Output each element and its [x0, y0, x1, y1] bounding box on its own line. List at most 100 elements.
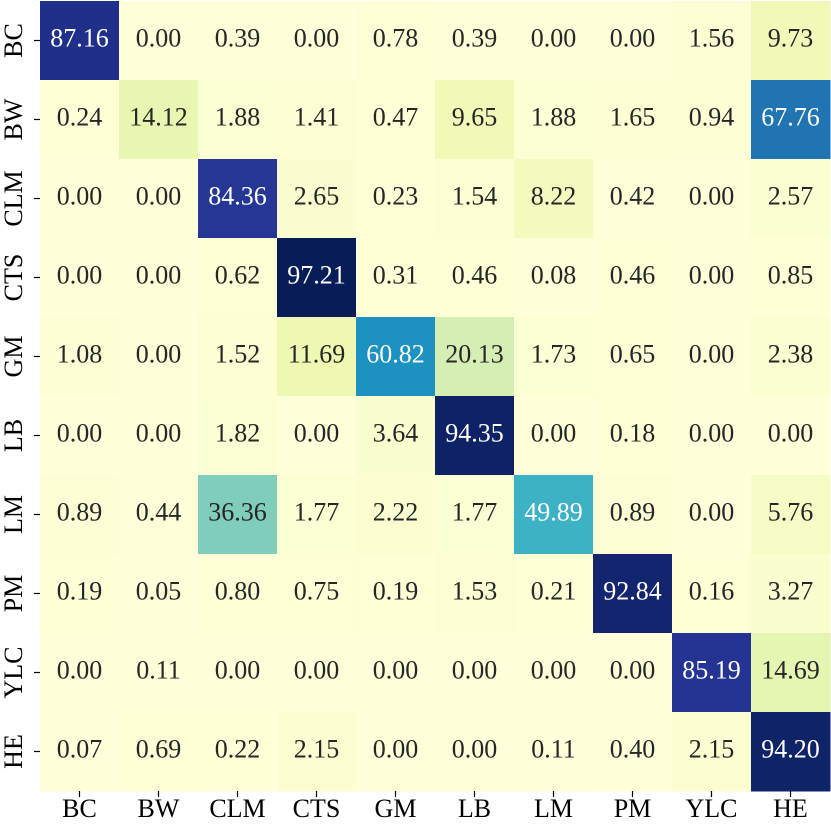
cell-label: 84.36 [208, 181, 267, 210]
cell-label: 0.00 [57, 418, 103, 447]
cell-label: 1.56 [689, 23, 735, 52]
heatmap-cell [435, 80, 515, 160]
cell-label: 0.05 [136, 576, 182, 605]
heatmap-cell [40, 396, 120, 476]
cell-label: 11.69 [288, 339, 346, 368]
cell-label: 1.88 [215, 102, 261, 131]
heatmap-cell [751, 396, 831, 476]
cell-label: 0.00 [294, 23, 340, 52]
cell-label: 1.88 [531, 102, 577, 131]
heatmap-cell [593, 80, 673, 160]
cell-label: 0.00 [136, 181, 182, 210]
heatmap-cell [514, 317, 594, 397]
cell-label: 0.00 [452, 734, 498, 763]
heatmap-cell [119, 396, 199, 476]
cell-label: 0.39 [215, 23, 261, 52]
heatmap-cell [593, 554, 673, 634]
heatmap-cell [277, 1, 357, 81]
heatmap-cell [356, 396, 436, 476]
heatmap-cell [40, 633, 120, 713]
y-tick-label: PM [0, 575, 28, 613]
heatmap-cell [119, 80, 199, 160]
heatmap-cell [672, 712, 752, 792]
cell-label: 0.16 [689, 576, 735, 605]
cell-label: 0.46 [610, 260, 656, 289]
heatmap-cell [198, 159, 278, 239]
cell-label: 0.42 [610, 181, 656, 210]
cell-label: 2.15 [689, 734, 735, 763]
heatmap-cell [356, 1, 436, 81]
cell-label: 0.00 [689, 339, 735, 368]
cell-label: 36.36 [208, 497, 267, 526]
heatmap-cell [198, 1, 278, 81]
heatmap-cell [277, 238, 357, 318]
x-tick-label: PM [614, 794, 652, 823]
heatmap-cell [672, 159, 752, 239]
cell-label: 0.00 [768, 418, 814, 447]
heatmap-cell [119, 712, 199, 792]
heatmap-cell [198, 712, 278, 792]
heatmap-cell [593, 238, 673, 318]
heatmap-cell [435, 238, 515, 318]
heatmap-cell [119, 238, 199, 318]
x-tick-label: CLM [209, 794, 265, 823]
heatmap-cell [751, 80, 831, 160]
heatmap-cell [593, 1, 673, 81]
heatmap-cell [672, 1, 752, 81]
cell-label: 3.64 [373, 418, 419, 447]
cell-label: 1.77 [452, 497, 498, 526]
heatmap-cell [514, 633, 594, 713]
cell-label: 0.00 [610, 23, 656, 52]
cell-label: 0.23 [373, 181, 419, 210]
cell-label: 0.85 [768, 260, 814, 289]
cell-label: 1.77 [294, 497, 340, 526]
cell-label: 94.20 [761, 734, 820, 763]
x-tick-label: GM [375, 794, 417, 823]
heatmap-cell [751, 238, 831, 318]
cell-label: 0.08 [531, 260, 577, 289]
heatmap-cell [40, 159, 120, 239]
heatmap-cell [435, 475, 515, 555]
cell-label: 0.00 [689, 497, 735, 526]
heatmap-cell [514, 159, 594, 239]
x-tick-label: LB [458, 794, 491, 823]
cell-label: 8.22 [531, 181, 577, 210]
heatmap-cell [356, 80, 436, 160]
heatmap-cell [119, 1, 199, 81]
heatmap-cell [198, 633, 278, 713]
cell-label: 1.73 [531, 339, 577, 368]
heatmap-cell [356, 633, 436, 713]
heatmap-cell [514, 80, 594, 160]
heatmap-cell [40, 80, 120, 160]
cell-label: 1.54 [452, 181, 498, 210]
cell-label: 1.53 [452, 576, 498, 605]
heatmap-cell [198, 475, 278, 555]
heatmap-cell [356, 238, 436, 318]
heatmap-cell [356, 554, 436, 634]
cell-label: 0.00 [689, 181, 735, 210]
cell-label: 0.00 [531, 655, 577, 684]
heatmap-cell [751, 633, 831, 713]
heatmap-cell [435, 554, 515, 634]
cell-label: 0.21 [531, 576, 577, 605]
cell-label: 0.62 [215, 260, 261, 289]
heatmap-cell [40, 712, 120, 792]
cell-label: 0.00 [689, 418, 735, 447]
cell-label: 2.15 [294, 734, 340, 763]
cell-label: 0.94 [689, 102, 735, 131]
cell-label: 2.38 [768, 339, 814, 368]
heatmap-cell [751, 1, 831, 81]
heatmap-cell [198, 238, 278, 318]
heatmap-cell [277, 712, 357, 792]
heatmap-cell [514, 1, 594, 81]
heatmap-cell [514, 238, 594, 318]
cell-label: 0.11 [531, 734, 576, 763]
heatmap-cell [672, 238, 752, 318]
cell-label: 49.89 [524, 497, 583, 526]
heatmap-cell [435, 396, 515, 476]
cell-label: 0.18 [610, 418, 656, 447]
cell-label: 0.89 [610, 497, 656, 526]
heatmap-cell [751, 475, 831, 555]
cell-label: 0.00 [136, 339, 182, 368]
heatmap-cell [356, 712, 436, 792]
